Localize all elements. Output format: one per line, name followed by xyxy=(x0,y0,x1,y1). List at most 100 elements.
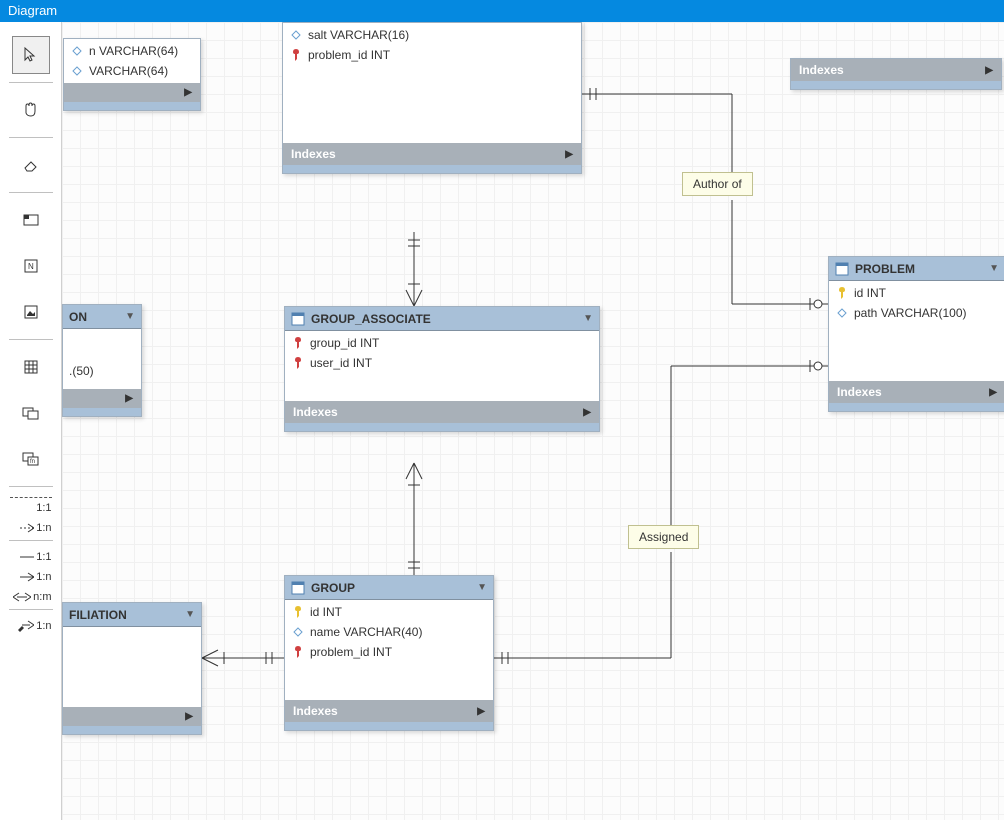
diamond-icon xyxy=(289,28,303,42)
tool-rel-1-n[interactable]: 1:n xyxy=(10,522,52,534)
entity-header[interactable]: FILIATION ▼ xyxy=(63,603,201,627)
pencil-rel-icon xyxy=(16,620,34,632)
entity-filiation[interactable]: FILIATION ▼ ▶ xyxy=(62,602,202,735)
column-row: n VARCHAR(64) xyxy=(64,41,200,61)
crowfoot-icon xyxy=(20,572,34,582)
entity-body: n VARCHAR(64) VARCHAR(64) xyxy=(64,39,200,83)
entity-header[interactable]: PROBLEM ▼ xyxy=(829,257,1004,281)
column-text: salt VARCHAR(16) xyxy=(308,28,409,42)
toolbar-separator xyxy=(9,339,53,340)
tool-table[interactable] xyxy=(12,348,50,386)
entity-footer xyxy=(63,408,141,416)
tool-routine[interactable]: fn xyxy=(12,440,50,478)
entity-footer xyxy=(63,726,201,734)
chevron-down-icon: ▼ xyxy=(989,263,999,274)
chevron-down-icon: ▼ xyxy=(583,313,593,324)
chevron-right-icon: ▶ xyxy=(583,407,591,418)
table-icon xyxy=(291,312,305,326)
view-icon xyxy=(22,405,40,421)
entity-user-partial[interactable]: n VARCHAR(64) VARCHAR(64) ▶ xyxy=(63,38,201,111)
toolbar-separator xyxy=(9,540,53,541)
column-text: problem_id INT xyxy=(310,645,392,659)
tool-view[interactable] xyxy=(12,394,50,432)
entity-problem[interactable]: PROBLEM ▼ id INT path VARCHAR(100) Index… xyxy=(828,256,1004,412)
entity-header[interactable]: ON ▼ xyxy=(63,305,141,329)
toolbar-separator xyxy=(9,609,53,610)
column-text: name VARCHAR(40) xyxy=(310,625,422,639)
indexes-bar[interactable]: Indexes▶ xyxy=(283,143,581,165)
tool-note[interactable]: N xyxy=(12,247,50,285)
column-text: id INT xyxy=(854,286,886,300)
tool-rel-1-1[interactable]: 1:1 xyxy=(10,497,52,514)
rel-label-author-of[interactable]: Author of xyxy=(682,172,753,196)
pk-icon xyxy=(291,605,305,619)
chevron-right-icon: ▶ xyxy=(184,87,192,98)
indexes-bar[interactable]: ▶ xyxy=(64,83,200,102)
entity-body xyxy=(63,627,201,707)
column-row: problem_id INT xyxy=(285,642,493,662)
fk-icon xyxy=(291,356,305,370)
entity-group-associate[interactable]: GROUP_ASSOCIATE ▼ group_id INT user_id I… xyxy=(284,306,600,432)
conn-user-groupassoc xyxy=(406,232,422,306)
tool-rel-n-m[interactable]: n:m xyxy=(10,591,52,603)
column-text: problem_id INT xyxy=(308,48,390,62)
indexes-bar[interactable]: Indexes▶ xyxy=(829,381,1004,403)
entity-footer xyxy=(285,423,599,431)
column-text: .(50) xyxy=(69,364,94,378)
titlebar-label: Diagram xyxy=(8,3,57,18)
crowfoot-icon xyxy=(20,523,34,533)
chevron-right-icon: ▶ xyxy=(185,711,193,722)
diamond-icon xyxy=(291,625,305,639)
indexes-bar[interactable]: ▶ xyxy=(63,707,201,726)
indexes-bar[interactable]: Indexes▶ xyxy=(791,59,1001,81)
tool-image[interactable] xyxy=(12,293,50,331)
entity-header[interactable]: GROUP_ASSOCIATE ▼ xyxy=(285,307,599,331)
diagram-canvas[interactable]: n VARCHAR(64) VARCHAR(64) ▶ salt VARCHAR… xyxy=(62,22,1004,820)
eraser-icon xyxy=(21,155,41,175)
conn-user-problem xyxy=(582,88,828,310)
fk-icon xyxy=(289,48,303,62)
chevron-right-icon: ▶ xyxy=(989,387,997,398)
entity-title: PROBLEM xyxy=(855,262,915,276)
entity-footer xyxy=(829,403,1004,411)
entity-on-partial[interactable]: ON ▼ .(50) ▶ xyxy=(62,304,142,417)
toolbar-separator xyxy=(9,192,53,193)
entity-title: GROUP xyxy=(311,581,355,595)
column-row: .(50) xyxy=(63,361,141,381)
tool-rel-id-1-1[interactable]: 1:1 xyxy=(10,551,52,563)
tool-hand[interactable] xyxy=(12,91,50,129)
chevron-right-icon: ▶ xyxy=(985,65,993,76)
rel-label-assigned[interactable]: Assigned xyxy=(628,525,699,549)
entity-title: ON xyxy=(69,310,87,324)
entity-title: GROUP_ASSOCIATE xyxy=(311,312,431,326)
column-text: user_id INT xyxy=(310,356,372,370)
pk-icon xyxy=(835,286,849,300)
layer-icon xyxy=(22,212,40,228)
entity-body: id INT path VARCHAR(100) xyxy=(829,281,1004,381)
entity-topright-partial[interactable]: Indexes▶ xyxy=(790,58,1002,90)
column-row: VARCHAR(64) xyxy=(64,61,200,81)
tool-layer[interactable] xyxy=(12,201,50,239)
tool-rel-id-1-n[interactable]: 1:n xyxy=(10,571,52,583)
table-icon xyxy=(23,359,39,375)
line-icon xyxy=(20,552,34,562)
svg-text:fn: fn xyxy=(30,459,35,465)
fk-icon xyxy=(291,645,305,659)
tool-eraser[interactable] xyxy=(12,146,50,184)
fk-icon xyxy=(291,336,305,350)
column-row: group_id INT xyxy=(285,333,599,353)
indexes-bar[interactable]: Indexes▶ xyxy=(285,401,599,423)
entity-header[interactable]: GROUP ▼ xyxy=(285,576,493,600)
entity-user-top[interactable]: salt VARCHAR(16) problem_id INT Indexes▶ xyxy=(282,22,582,174)
indexes-bar[interactable]: ▶ xyxy=(63,389,141,408)
toolbar: N fn 1:1 1:n 1:1 1:n n:m 1:n xyxy=(0,22,62,820)
toolbar-separator xyxy=(9,82,53,83)
entity-body: salt VARCHAR(16) problem_id INT xyxy=(283,23,581,143)
conn-groupassoc-group xyxy=(406,463,422,575)
chevron-down-icon: ▼ xyxy=(185,609,195,620)
entity-group[interactable]: GROUP ▼ id INT name VARCHAR(40) problem_… xyxy=(284,575,494,731)
tool-pointer[interactable] xyxy=(12,36,50,74)
indexes-bar[interactable]: Indexes▶ xyxy=(285,700,493,722)
tool-rel-place[interactable]: 1:n xyxy=(10,620,52,632)
toolbar-separator xyxy=(9,486,53,487)
